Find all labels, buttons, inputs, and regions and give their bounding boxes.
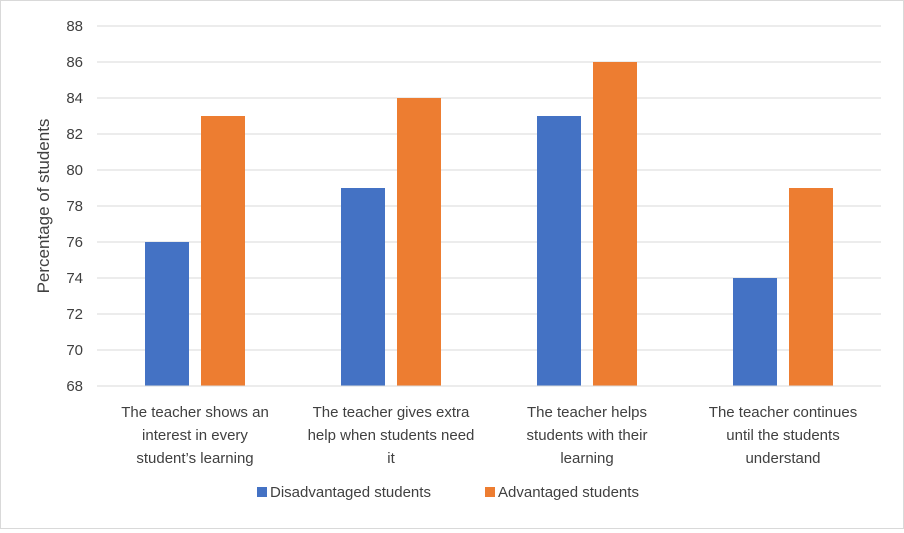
legend-label-1: Advantaged students	[498, 484, 639, 501]
bars	[145, 62, 833, 386]
x-category-label-line: student’s learning	[136, 450, 253, 467]
bar-series-0-category-0	[145, 242, 189, 386]
y-tick-label: 86	[66, 54, 83, 71]
bar-series-1-category-2	[593, 62, 637, 386]
x-category-label-line: interest in every	[142, 427, 248, 444]
y-tick-label: 70	[66, 342, 83, 359]
x-category-label-2: The teacher helps students with their lear…	[527, 404, 648, 467]
bar-series-1-category-0	[201, 116, 245, 386]
x-category-label-line: The teacher helps	[527, 404, 647, 421]
x-category-label-1: The teacher gives extra help when student…	[308, 404, 475, 467]
legend: Disadvantaged students Advantaged student…	[257, 484, 639, 501]
y-tick-label: 68	[66, 378, 83, 395]
x-category-label-line: understand	[745, 450, 820, 467]
bar-series-0-category-3	[733, 278, 777, 386]
x-category-label-line: The teacher shows an	[121, 404, 269, 421]
x-category-label-line: help when students need	[308, 427, 475, 444]
y-tick-label: 76	[66, 234, 83, 251]
legend-label-0: Disadvantaged students	[270, 484, 431, 501]
y-tick-label: 88	[66, 18, 83, 35]
bar-series-0-category-1	[341, 188, 385, 386]
x-axis-category-labels: The teacher shows an interest in every stu…	[121, 404, 857, 467]
x-category-label-line: The teacher gives extra	[313, 404, 470, 421]
y-axis-ticks: 68 70 72 74 76 78 80 82 84 86 88	[66, 18, 83, 395]
y-tick-label: 74	[66, 270, 83, 287]
x-category-label-line: students with their	[527, 427, 648, 444]
x-category-label-line: it	[387, 450, 395, 467]
y-tick-label: 80	[66, 162, 83, 179]
y-axis-title: Percentage of students	[34, 119, 53, 294]
x-category-label-line: learning	[560, 450, 613, 467]
legend-swatch-0	[257, 487, 267, 497]
y-tick-label: 84	[66, 90, 83, 107]
x-category-label-0: The teacher shows an interest in every stu…	[121, 404, 269, 467]
y-tick-label: 82	[66, 126, 83, 143]
bar-series-1-category-1	[397, 98, 441, 386]
x-category-label-3: The teacher continues until the students u…	[709, 404, 857, 467]
bar-series-1-category-3	[789, 188, 833, 386]
legend-swatch-1	[485, 487, 495, 497]
x-category-label-line: The teacher continues	[709, 404, 857, 421]
bar-series-0-category-2	[537, 116, 581, 386]
y-tick-label: 78	[66, 198, 83, 215]
y-tick-label: 72	[66, 306, 83, 323]
x-category-label-line: until the students	[726, 427, 839, 444]
